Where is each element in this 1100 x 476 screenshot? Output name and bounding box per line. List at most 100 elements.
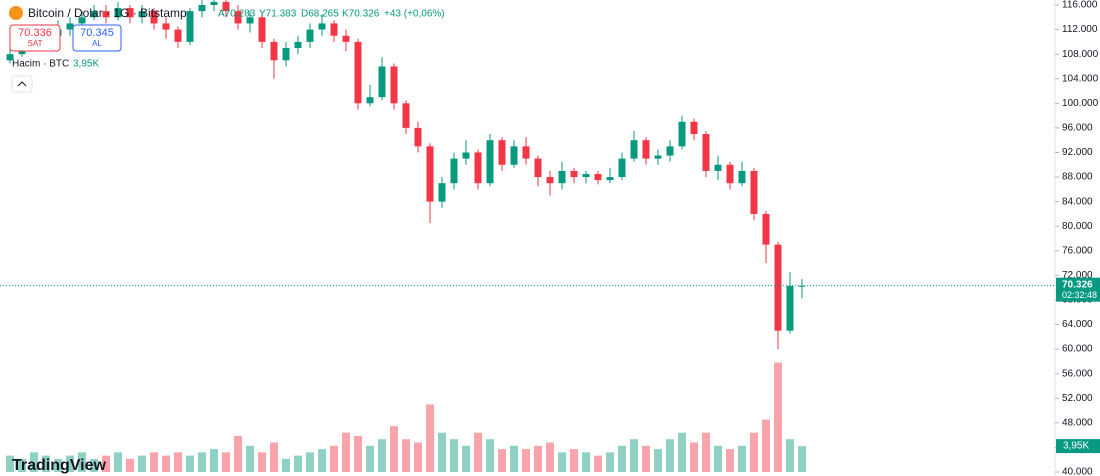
coin-icon	[9, 6, 23, 20]
volume-bar	[366, 445, 374, 472]
y-tick-label: 72.000	[1062, 270, 1093, 281]
volume-bar	[402, 439, 410, 472]
sell-button[interactable]	[9, 24, 61, 52]
volume-bar	[126, 458, 134, 472]
volume-bar	[654, 449, 662, 472]
candle-body	[762, 213, 770, 245]
volume-bar	[582, 452, 590, 472]
candle-body	[606, 177, 614, 181]
candle-body	[210, 1, 218, 6]
ohlc-high: Y71.383	[259, 9, 297, 20]
candle-body	[426, 146, 434, 202]
candle-body	[246, 17, 254, 24]
volume-bar	[642, 445, 650, 472]
candle-body	[282, 48, 290, 61]
volume-bar	[486, 439, 494, 472]
candle-body	[654, 155, 662, 159]
volume-bar	[630, 439, 638, 472]
y-tick-label: 88.000	[1062, 172, 1093, 183]
y-tick-label: 52.000	[1062, 393, 1093, 404]
volume-legend: Hacim · BTC	[12, 59, 69, 70]
price-tag-label: 70.326	[1062, 279, 1093, 290]
candle-body	[558, 170, 566, 184]
y-tick-label: 96.000	[1062, 123, 1093, 134]
y-tick-label: 116.000	[1062, 0, 1098, 11]
candle-body	[618, 158, 626, 178]
plot: 116.000 112.000 108.000 104.000 100.000 96.00…	[6, 0, 1099, 476]
volume-bar	[726, 449, 734, 472]
candle-body	[594, 173, 602, 181]
y-tick-label: 100.000	[1062, 98, 1099, 109]
candle-body	[666, 146, 674, 156]
volume-bar	[150, 452, 158, 472]
volume-bar	[558, 452, 566, 472]
ohlc-close: K70.326	[342, 9, 380, 20]
volume-bar	[18, 458, 26, 472]
volume-bar	[198, 452, 206, 472]
volume-tag	[1056, 439, 1100, 454]
candle-body	[462, 152, 470, 159]
volume-bar	[330, 445, 338, 472]
y-tick-label: 104.000	[1062, 73, 1099, 84]
collapse-button[interactable]	[11, 75, 33, 93]
candle-body	[450, 158, 458, 184]
candle-body	[294, 41, 302, 49]
ohlc-change: +43 (+0,06%)	[384, 9, 445, 20]
volume-bar	[78, 452, 86, 472]
candle-body	[150, 11, 158, 24]
candle-body	[690, 121, 698, 135]
candle-body	[390, 66, 398, 104]
candle-body	[78, 17, 86, 24]
candle-body	[222, 1, 230, 12]
ohlc-open: A70.283	[218, 9, 256, 20]
volume-bar	[774, 362, 782, 472]
candle-body	[330, 23, 338, 36]
y-tick-label: 112.000	[1062, 24, 1098, 35]
candle-body	[258, 17, 266, 42]
volume-bar	[318, 449, 326, 472]
candle-body	[414, 127, 422, 147]
candle-body	[354, 41, 362, 104]
candle-body	[366, 97, 374, 104]
volume-bar	[522, 449, 530, 472]
volume-bar	[54, 458, 62, 472]
candle-body	[510, 146, 518, 165]
buy-price: 70.345	[80, 27, 114, 39]
volume-bar	[138, 455, 146, 472]
volume-bar	[42, 455, 50, 472]
y-tick-label: 76.000	[1062, 245, 1093, 256]
volume-bar	[690, 442, 698, 472]
candle-body	[678, 121, 686, 147]
buy-button[interactable]	[72, 24, 122, 52]
buy-label: AL	[92, 39, 102, 48]
sell-price: 70.336	[18, 27, 52, 39]
candle-body	[786, 285, 794, 331]
candle-body	[402, 103, 410, 128]
volume-bar	[702, 432, 710, 472]
volume-bar	[450, 439, 458, 472]
candle-body	[738, 170, 746, 184]
candle-body	[126, 8, 134, 18]
candle-body	[306, 29, 314, 42]
candle-body	[378, 66, 386, 98]
candle-body	[630, 140, 638, 159]
candle-body	[6, 54, 14, 61]
candle-body	[270, 41, 278, 61]
candle-body	[198, 5, 206, 12]
volume-bar	[258, 452, 266, 472]
volume-bar	[678, 432, 686, 472]
volume-bar	[570, 449, 578, 472]
candle-body	[498, 140, 506, 165]
candle-body	[90, 11, 98, 18]
volume-bar	[414, 442, 422, 472]
volume-bar	[246, 445, 254, 472]
candle-body	[486, 140, 494, 184]
y-tick-label: 84.000	[1062, 196, 1093, 207]
volume-bar	[390, 426, 398, 472]
candle-body	[534, 158, 542, 178]
volume-bar	[546, 442, 554, 472]
candle-body	[582, 173, 590, 178]
candle-body	[138, 11, 146, 18]
volume-bar	[462, 445, 470, 472]
candle-body	[186, 11, 194, 42]
